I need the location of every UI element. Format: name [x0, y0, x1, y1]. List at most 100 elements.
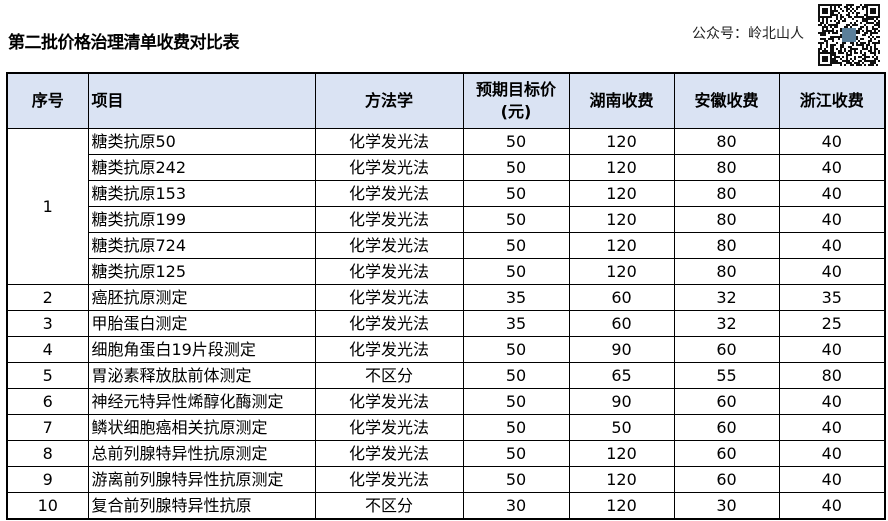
table-row: 糖类抗原242 化学发光法 50 120 80 40 [7, 154, 886, 181]
table-row: 3 甲胎蛋白测定 化学发光法 35 60 32 25 [6, 310, 886, 337]
no-cell: 10 [6, 492, 89, 520]
zhejiang-fee-cell: 40 [778, 128, 886, 155]
method-cell: 化学发光法 [314, 232, 464, 259]
table-row: 4 细胞角蛋白19片段测定 化学发光法 50 90 60 40 [6, 336, 886, 363]
table-row: 2 癌胚抗原测定 化学发光法 35 60 32 35 [6, 284, 886, 311]
target-price-cell: 50 [462, 232, 570, 259]
anhui-fee-cell: 80 [673, 128, 780, 155]
header-anhui: 安徽收费 [673, 72, 780, 129]
item-cell: 癌胚抗原测定 [87, 284, 316, 311]
target-price-cell: 50 [462, 128, 570, 155]
zhejiang-fee-cell: 40 [778, 388, 886, 415]
table-row: 5 胃泌素释放肽前体测定 不区分 50 65 55 80 [6, 362, 886, 389]
anhui-fee-cell: 80 [673, 258, 780, 285]
item-cell: 糖类抗原125 [87, 258, 316, 285]
zhejiang-fee-cell: 40 [778, 180, 886, 207]
header-method: 方法学 [314, 72, 464, 129]
hunan-fee-cell: 50 [568, 414, 675, 441]
method-cell: 化学发光法 [314, 180, 464, 207]
item-cell: 甲胎蛋白测定 [87, 310, 316, 337]
zhejiang-fee-cell: 40 [778, 154, 886, 181]
target-price-cell: 50 [462, 440, 570, 467]
anhui-fee-cell: 80 [673, 232, 780, 259]
hunan-fee-cell: 120 [568, 128, 675, 155]
zhejiang-fee-cell: 40 [778, 492, 886, 520]
hunan-fee-cell: 120 [568, 492, 675, 520]
no-cell: 4 [6, 336, 89, 363]
item-cell: 游离前列腺特异性抗原测定 [87, 466, 316, 493]
target-price-cell: 30 [462, 492, 570, 520]
target-price-cell: 50 [462, 362, 570, 389]
item-cell: 鳞状细胞癌相关抗原测定 [87, 414, 316, 441]
target-price-cell: 50 [462, 206, 570, 233]
anhui-fee-cell: 80 [673, 180, 780, 207]
table-row: 糖类抗原724 化学发光法 50 120 80 40 [7, 232, 886, 259]
header-target-price: 预期目标价 (元) [462, 72, 570, 129]
hunan-fee-cell: 120 [568, 206, 675, 233]
table-row: 糖类抗原125 化学发光法 50 120 80 40 [7, 258, 886, 285]
item-cell: 总前列腺特异性抗原测定 [87, 440, 316, 467]
item-cell: 糖类抗原199 [87, 206, 316, 233]
zhejiang-fee-cell: 40 [778, 440, 886, 467]
hunan-fee-cell: 60 [568, 284, 675, 311]
target-price-cell: 50 [462, 336, 570, 363]
hunan-fee-cell: 120 [568, 180, 675, 207]
hunan-fee-cell: 120 [568, 440, 675, 467]
anhui-fee-cell: 80 [673, 206, 780, 233]
no-cell: 3 [6, 310, 89, 337]
item-cell: 复合前列腺特异性抗原 [87, 492, 316, 520]
hunan-fee-cell: 120 [568, 258, 675, 285]
header-item: 项目 [87, 72, 316, 129]
table-row: 6 神经元特异性烯醇化酶测定 化学发光法 50 90 60 40 [6, 388, 886, 415]
zhejiang-fee-cell: 40 [778, 232, 886, 259]
method-cell: 化学发光法 [314, 440, 464, 467]
zhejiang-fee-cell: 35 [778, 284, 886, 311]
table-header-row: 序号 项目 方法学 预期目标价 (元) 湖南收费 安徽收费 浙江收费 [6, 72, 886, 129]
target-price-cell: 50 [462, 154, 570, 181]
header-no: 序号 [6, 72, 89, 129]
hunan-fee-cell: 120 [568, 232, 675, 259]
anhui-fee-cell: 32 [673, 284, 780, 311]
no-cell: 1 [6, 128, 89, 285]
hunan-fee-cell: 120 [568, 466, 675, 493]
method-cell: 不区分 [314, 362, 464, 389]
anhui-fee-cell: 60 [673, 466, 780, 493]
hunan-fee-cell: 65 [568, 362, 675, 389]
target-price-cell: 50 [462, 466, 570, 493]
item-cell: 糖类抗原242 [87, 154, 316, 181]
method-cell: 化学发光法 [314, 128, 464, 155]
no-cell: 2 [6, 284, 89, 311]
zhejiang-fee-cell: 40 [778, 336, 886, 363]
item-cell: 神经元特异性烯醇化酶测定 [87, 388, 316, 415]
hunan-fee-cell: 90 [568, 336, 675, 363]
account-label: 公众号：岭北山人 [692, 26, 804, 42]
zhejiang-fee-cell: 40 [778, 206, 886, 233]
no-cell: 8 [6, 440, 89, 467]
target-price-cell: 50 [462, 180, 570, 207]
table-row: 糖类抗原199 化学发光法 50 120 80 40 [7, 206, 886, 233]
method-cell: 不区分 [314, 492, 464, 520]
table-row: 9 游离前列腺特异性抗原测定 化学发光法 50 120 60 40 [6, 466, 886, 493]
item-cell: 糖类抗原50 [87, 128, 316, 155]
target-price-cell: 35 [462, 310, 570, 337]
hunan-fee-cell: 60 [568, 310, 675, 337]
zhejiang-fee-cell: 40 [778, 466, 886, 493]
no-cell: 6 [6, 388, 89, 415]
header-zhejiang: 浙江收费 [778, 72, 886, 129]
item-cell: 细胞角蛋白19片段测定 [87, 336, 316, 363]
method-cell: 化学发光法 [314, 336, 464, 363]
item-cell: 糖类抗原724 [87, 232, 316, 259]
qr-code-icon [818, 4, 880, 66]
method-cell: 化学发光法 [314, 154, 464, 181]
no-cell: 5 [6, 362, 89, 389]
hunan-fee-cell: 90 [568, 388, 675, 415]
method-cell: 化学发光法 [314, 206, 464, 233]
table-row: 10 复合前列腺特异性抗原 不区分 30 120 30 40 [6, 492, 886, 520]
no-cell: 9 [6, 466, 89, 493]
target-price-cell: 50 [462, 414, 570, 441]
anhui-fee-cell: 30 [673, 492, 780, 520]
target-price-cell: 35 [462, 284, 570, 311]
anhui-fee-cell: 60 [673, 388, 780, 415]
table-row: 糖类抗原153 化学发光法 50 120 80 40 [7, 180, 886, 207]
method-cell: 化学发光法 [314, 414, 464, 441]
